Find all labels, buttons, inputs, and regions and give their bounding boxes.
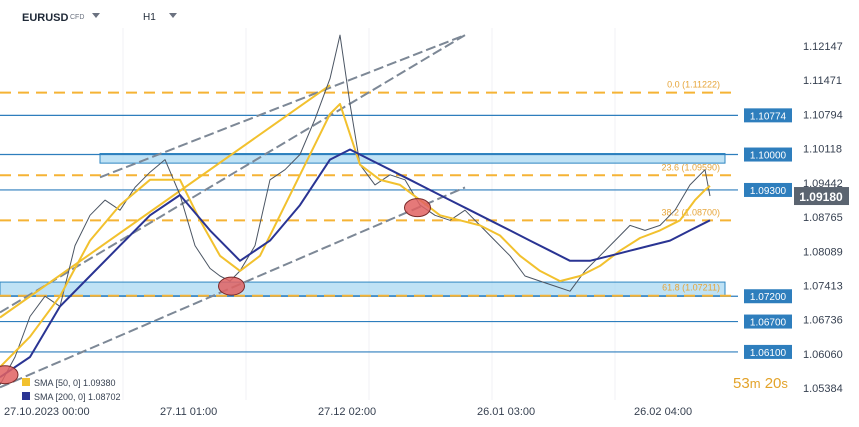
price-axis-tick-label: 1.08765 [803,212,843,224]
time-axis-tick-label: 27.10.2023 00:00 [4,406,90,418]
price-axis-tick-label: 1.07413 [803,280,843,292]
indicator-legend-label: SMA [50, 0] 1.09380 [34,378,116,388]
trend-line[interactable] [99,34,466,179]
level-price-tag-label: 1.09300 [750,186,787,197]
level-price-tag [744,289,792,304]
highlight-ellipse-marker[interactable] [0,365,19,385]
trend-line[interactable] [0,34,466,314]
support-resistance-zone[interactable] [0,281,726,297]
price-axis-tick-label: 1.06060 [803,349,843,361]
level-price-tag-label: 1.10774 [750,111,787,122]
level-price-tag [744,314,792,329]
price-axis-tick-label: 1.12147 [803,41,843,53]
timeframe-label[interactable]: H1 [143,12,156,23]
price-line[interactable] [0,34,711,386]
highlight-ellipse-marker[interactable] [404,198,431,218]
price-axis-tick-label: 1.10118 [803,144,842,156]
price-axis-tick-label: 1.05384 [803,383,843,395]
fibonacci-level-label: 61.8 (1.07211) [662,283,720,293]
candle-countdown-timer: 53m 20s [733,375,788,392]
timer-minutes-unit: m [749,376,761,391]
fibonacci-level-label: 23.6 (1.09590) [661,162,720,172]
level-price-tag [744,182,792,197]
indicator-legend-swatch [22,378,30,386]
symbol-dropdown-chevron-icon[interactable] [92,13,100,18]
price-axis-tick-label: 1.06736 [803,315,843,327]
current-price-tag-label: 1.09180 [799,190,843,204]
price-axis-tick-label: 1.10794 [803,109,843,121]
timeframe-dropdown-chevron-icon[interactable] [169,13,177,18]
instrument-type-label: CFD [70,14,85,21]
timer-seconds-unit: s [781,376,788,391]
current-price-tag [794,187,849,206]
timer-minutes: 53 [733,375,750,392]
level-price-tag [744,344,792,359]
level-price-tag-label: 1.06100 [750,348,787,359]
chart-toolbar: EURUSD CFD H1 [0,0,859,34]
time-axis-tick-label: 27.12 02:00 [318,406,376,418]
symbol-label[interactable]: EURUSD [22,12,69,24]
trend-line[interactable] [0,84,331,319]
indicator-legend-swatch [22,392,30,400]
level-price-tag-label: 1.07200 [750,292,787,303]
time-axis-tick-label: 26.01 03:00 [477,406,535,418]
price-axis-tick-label: 1.11471 [803,75,842,87]
support-resistance-zone[interactable] [99,153,726,164]
highlight-ellipse-marker[interactable] [218,276,245,296]
price-axis-tick-label: 1.09442 [803,178,843,190]
indicator-legend-label: SMA [200, 0] 1.08702 [34,392,121,402]
level-price-tag [744,147,792,162]
time-axis-tick-label: 27.11 01:00 [160,406,217,418]
fibonacci-level-label: 0.0 (1.11222) [667,80,720,90]
timer-seconds: 20 [764,375,782,392]
level-price-tag-label: 1.06700 [750,318,787,329]
level-price-tag [744,108,792,123]
time-axis-tick-label: 26.02 04:00 [634,406,692,418]
sma-line[interactable] [0,148,711,379]
fibonacci-level-label: 38.2 (1.08700) [661,207,720,217]
sma-line[interactable] [0,102,711,368]
level-price-tag-label: 1.10000 [750,151,787,162]
price-axis-tick-label: 1.08089 [803,246,843,258]
